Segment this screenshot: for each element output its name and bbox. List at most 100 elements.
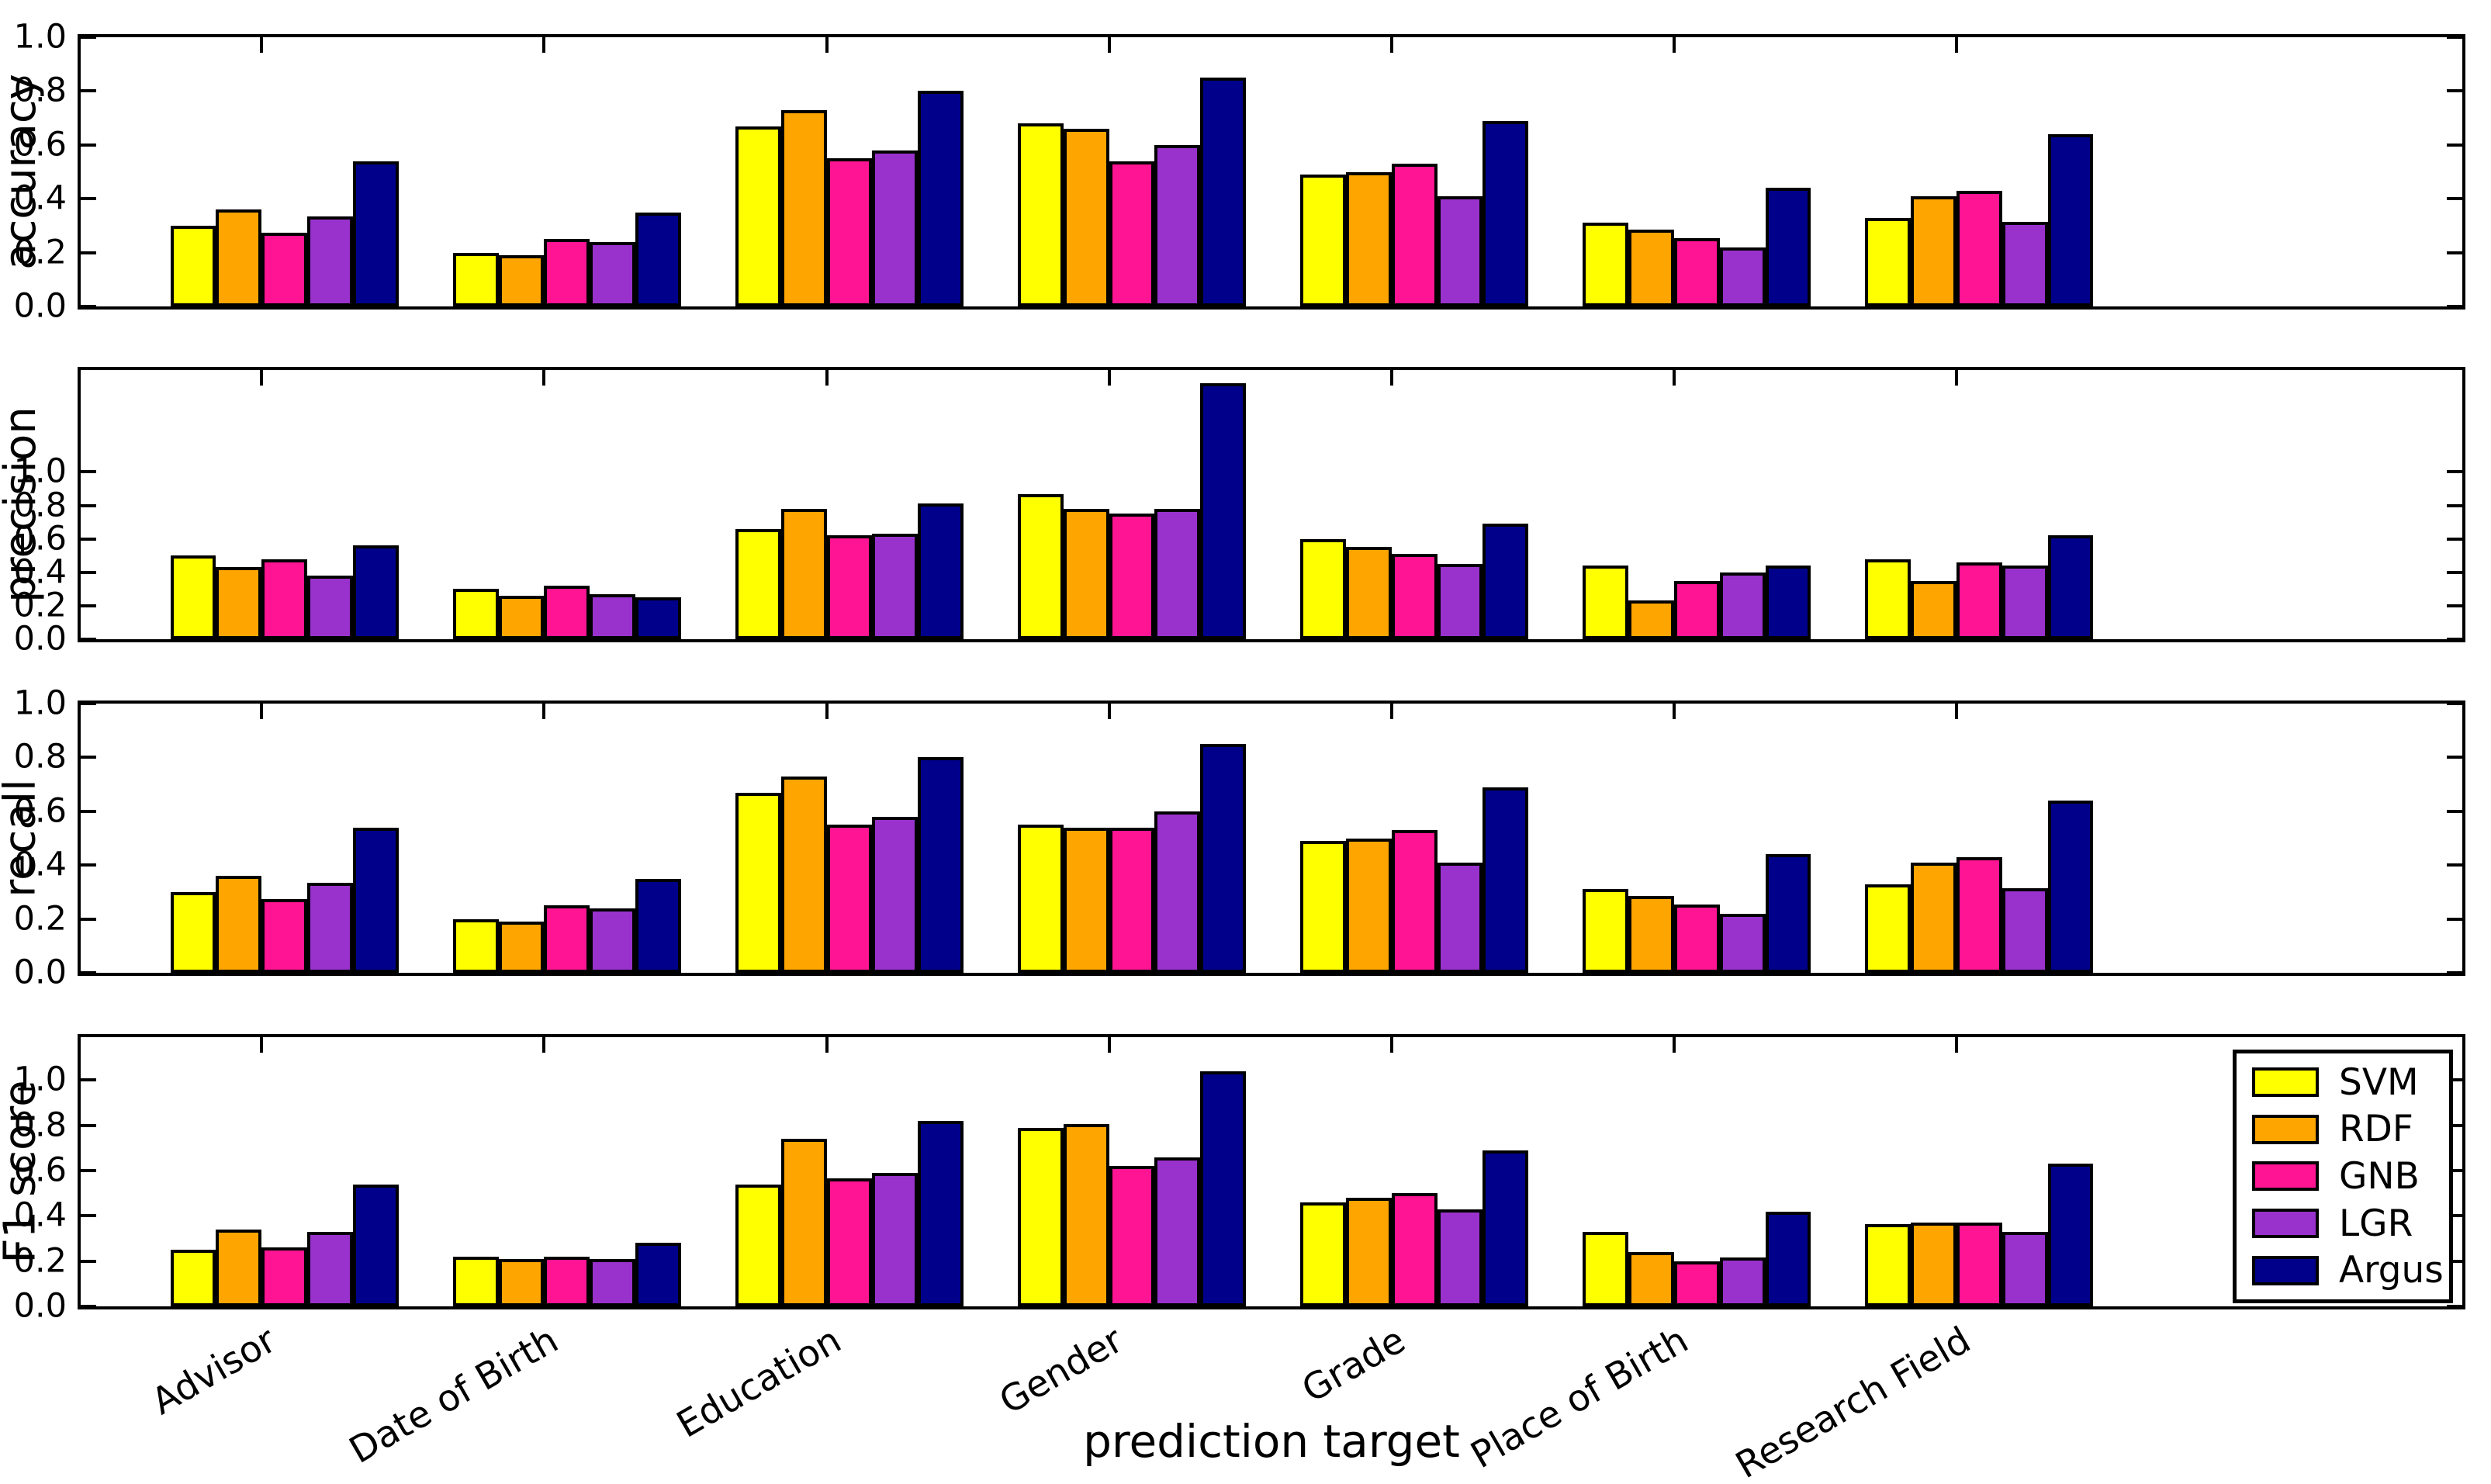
- bar-lgr-date-of-birth: [590, 593, 636, 639]
- bar-rdf-advisor: [216, 876, 262, 973]
- bar-argus-place-of-birth: [1765, 854, 1811, 973]
- bar-gnb-gender: [1109, 827, 1155, 973]
- y-tick-mark: [81, 971, 96, 974]
- y-tick-mark: [81, 1214, 96, 1218]
- bar-rdf-research-field: [1911, 580, 1956, 639]
- bar-argus-research-field: [2047, 800, 2094, 973]
- y-tick-mark: [81, 537, 96, 541]
- y-tick-mark: [2447, 917, 2462, 921]
- bar-gnb-grade: [1391, 830, 1438, 973]
- legend-entry: Argus: [2252, 1252, 2449, 1289]
- bar-rdf-place-of-birth: [1628, 896, 1674, 973]
- y-tick-label: 0.8: [13, 486, 67, 525]
- bar-svm-grade: [1300, 538, 1346, 639]
- bar-lgr-research-field: [2001, 887, 2048, 973]
- y-tick-label: 0.6: [13, 1150, 67, 1190]
- x-tick-mark: [1672, 1037, 1676, 1053]
- bar-rdf-grade: [1345, 1198, 1392, 1306]
- y-tick-label: 0.6: [13, 519, 67, 559]
- y-tick-mark: [2447, 1169, 2462, 1173]
- bar-lgr-place-of-birth: [1719, 572, 1766, 639]
- y-tick-mark: [2447, 503, 2462, 507]
- bar-argus-research-field: [2047, 133, 2094, 306]
- bar-lgr-place-of-birth: [1719, 247, 1766, 306]
- y-tick-label: 0.8: [13, 71, 67, 110]
- bar-argus-grade: [1482, 1150, 1529, 1306]
- bar-rdf-grade: [1345, 547, 1392, 639]
- y-tick-mark: [81, 89, 96, 93]
- bar-argus-date-of-birth: [635, 597, 681, 639]
- y-tick-mark: [2447, 756, 2462, 759]
- bar-rdf-place-of-birth: [1628, 600, 1674, 639]
- bar-lgr-place-of-birth: [1719, 913, 1766, 973]
- bar-gnb-place-of-birth: [1673, 237, 1720, 306]
- y-tick-mark: [2447, 809, 2462, 813]
- bar-lgr-advisor: [307, 1231, 354, 1306]
- bar-svm-education: [735, 126, 781, 306]
- x-tick-mark: [1107, 1037, 1111, 1053]
- x-tick-mark: [542, 1037, 546, 1053]
- legend-entry: LGR: [2252, 1206, 2449, 1242]
- bar-rdf-research-field: [1911, 1223, 1956, 1306]
- bar-rdf-grade: [1345, 171, 1392, 306]
- bar-svm-date-of-birth: [452, 1256, 499, 1306]
- x-tick-mark: [1107, 704, 1111, 719]
- bar-svm-advisor: [170, 555, 216, 639]
- bar-svm-grade: [1300, 174, 1346, 306]
- legend-swatch-rdf: [2252, 1114, 2319, 1144]
- bar-rdf-place-of-birth: [1628, 230, 1674, 306]
- y-tick-mark: [81, 570, 96, 574]
- legend-label: RDF: [2339, 1108, 2413, 1151]
- x-tick-mark: [1672, 370, 1676, 386]
- legend-entry: GNB: [2252, 1158, 2449, 1195]
- y-tick-mark: [81, 809, 96, 813]
- x-tick-mark: [1389, 1037, 1393, 1053]
- y-tick-mark: [2447, 570, 2462, 574]
- y-tick-label: 0.8: [13, 1105, 67, 1145]
- bar-argus-advisor: [353, 1184, 399, 1306]
- x-tick-mark: [825, 704, 829, 719]
- subplot-f1-score: F1 score 0.0 0.2 0.4 0.6 0.8 1.0 Advisor Date of…: [0, 1034, 2465, 1484]
- y-tick-mark: [81, 251, 96, 254]
- bar-lgr-date-of-birth: [590, 241, 636, 306]
- x-tick-label: Gender: [992, 1319, 1131, 1423]
- x-tick-mark: [1107, 370, 1111, 386]
- bar-gnb-grade: [1391, 164, 1438, 306]
- bar-gnb-place-of-birth: [1673, 1261, 1720, 1306]
- bar-svm-date-of-birth: [452, 252, 499, 306]
- y-tick-mark: [2447, 1259, 2462, 1263]
- bar-argus-advisor: [353, 827, 399, 973]
- legend-label: SVM: [2339, 1060, 2419, 1104]
- x-tick-mark: [542, 370, 546, 386]
- bar-svm-gender: [1017, 1127, 1064, 1306]
- bar-svm-place-of-birth: [1583, 566, 1628, 639]
- y-tick-mark: [2447, 1078, 2462, 1082]
- bar-svm-education: [735, 1184, 781, 1306]
- y-tick-label: 1.0: [13, 451, 67, 491]
- bar-svm-advisor: [170, 225, 216, 306]
- y-tick-mark: [81, 1169, 96, 1173]
- y-tick-mark: [2447, 1123, 2462, 1127]
- bar-svm-place-of-birth: [1583, 1231, 1628, 1306]
- bar-gnb-education: [826, 158, 873, 306]
- bar-svm-place-of-birth: [1583, 223, 1628, 306]
- bar-lgr-education: [872, 150, 919, 306]
- bar-argus-date-of-birth: [635, 1243, 681, 1306]
- bar-svm-education: [735, 792, 781, 973]
- bar-lgr-grade: [1437, 862, 1483, 973]
- bar-lgr-education: [872, 816, 919, 973]
- y-tick-mark: [81, 1123, 96, 1127]
- bar-gnb-date-of-birth: [544, 239, 590, 306]
- y-tick-mark: [81, 36, 96, 39]
- x-tick-label: Advisor: [144, 1319, 283, 1423]
- x-tick-mark: [1672, 704, 1676, 719]
- y-tick-label: 0.0: [13, 953, 67, 992]
- x-tick-mark: [1107, 37, 1111, 53]
- x-tick-mark: [1389, 37, 1393, 53]
- bar-svm-research-field: [1865, 884, 1911, 973]
- bar-svm-date-of-birth: [452, 918, 499, 973]
- legend-entry: SVM: [2252, 1064, 2449, 1101]
- bar-rdf-advisor: [216, 567, 262, 639]
- bar-argus-education: [918, 91, 964, 306]
- bar-argus-research-field: [2047, 1164, 2094, 1306]
